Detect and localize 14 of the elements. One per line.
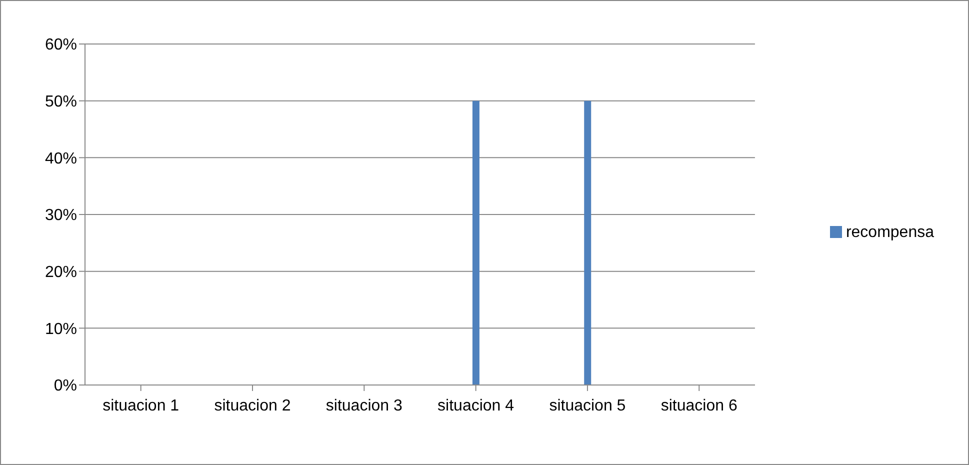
- y-tick-label: 40%: [44, 150, 77, 168]
- x-tick-label: situacion 2: [214, 397, 291, 414]
- x-tick-label: situacion 5: [549, 397, 626, 414]
- x-tick-label: situacion 3: [326, 397, 402, 414]
- y-tick-label: 20%: [44, 264, 77, 282]
- y-tick-label: 50%: [44, 94, 77, 111]
- x-tick-label: situacion 4: [438, 397, 514, 414]
- y-tick-label: 10%: [44, 320, 77, 338]
- y-tick-label: 60%: [44, 36, 77, 54]
- y-tick-label: 30%: [44, 207, 77, 224]
- x-tick-label: situacion 1: [102, 397, 180, 414]
- x-tick-label: situacion 6: [660, 397, 738, 414]
- y-tick-label: 0%: [54, 378, 77, 395]
- legend-label: recompensa: [846, 224, 934, 240]
